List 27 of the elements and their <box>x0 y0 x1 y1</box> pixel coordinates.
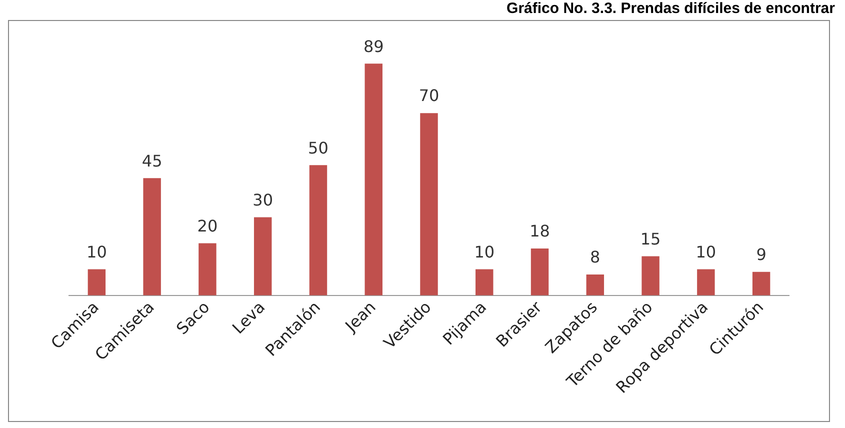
data-label: 30 <box>252 190 274 210</box>
bar <box>752 272 770 296</box>
data-label: 89 <box>363 36 384 56</box>
data-label: 10 <box>86 242 107 262</box>
bar <box>309 165 328 296</box>
bar <box>88 269 106 296</box>
data-label: 15 <box>640 229 661 248</box>
bar <box>143 178 161 296</box>
data-label: 10 <box>696 242 716 262</box>
data-label: 10 <box>474 242 495 262</box>
bar <box>198 243 216 296</box>
bar <box>697 269 715 296</box>
data-label: 50 <box>308 138 328 158</box>
data-label: 70 <box>418 86 440 106</box>
bar <box>420 113 438 296</box>
bar <box>254 217 272 296</box>
bar <box>476 269 494 296</box>
bar <box>586 274 604 296</box>
bar <box>642 256 660 296</box>
data-label: 20 <box>197 216 218 236</box>
data-label: 9 <box>756 245 766 264</box>
bar <box>364 64 382 296</box>
chart-title: Gráfico No. 3.3. Prendas difíciles de encontrar <box>506 0 835 17</box>
bar <box>530 248 549 296</box>
data-label: 18 <box>530 222 550 241</box>
data-label: 45 <box>142 151 162 170</box>
data-label: 8 <box>590 248 600 267</box>
